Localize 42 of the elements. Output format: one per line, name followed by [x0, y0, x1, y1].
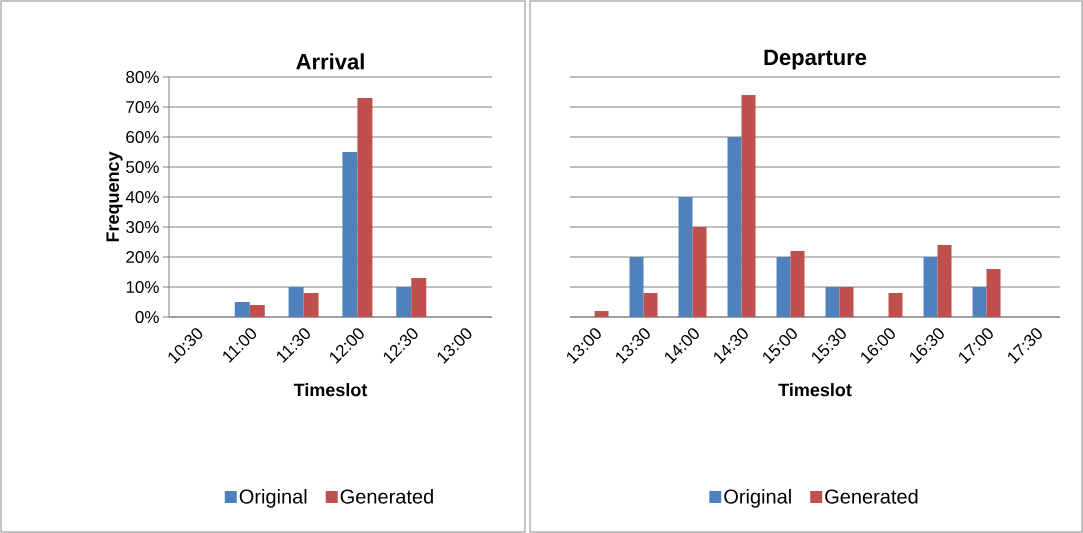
legend-label: Original: [239, 489, 307, 508]
y-tick-label: 10%: [126, 280, 159, 294]
bar: [986, 269, 1001, 317]
bar: [790, 251, 805, 317]
y-tick-label: 70%: [126, 100, 159, 114]
legend-label: Generated: [340, 489, 433, 504]
legend-label: Original: [724, 489, 791, 508]
y-tick-label: 80%: [126, 70, 159, 84]
bar: [741, 95, 756, 317]
y-axis-title: Frequency: [106, 151, 123, 242]
bar: [937, 245, 952, 317]
legend-label: Generated: [825, 489, 918, 504]
bar: [357, 98, 373, 317]
bar: [411, 278, 427, 317]
bar: [825, 287, 840, 317]
bar: [396, 287, 412, 317]
chart-title: Departure: [764, 49, 867, 70]
bar: [727, 137, 742, 317]
bar: [839, 287, 854, 317]
bar: [234, 302, 250, 317]
y-tick-label: 30%: [126, 220, 159, 234]
bar: [594, 311, 609, 317]
bar: [249, 305, 265, 317]
x-axis-title: Timeslot: [293, 383, 368, 397]
x-axis-title: Timeslot: [778, 383, 852, 397]
y-tick-label: 40%: [125, 190, 159, 204]
bar: [678, 197, 693, 317]
chart-title: Arrival: [296, 53, 364, 70]
y-tick-label: 60%: [126, 130, 159, 144]
bar: [776, 257, 791, 317]
bar: [692, 227, 707, 317]
bar: [888, 293, 903, 317]
bar: [923, 257, 938, 317]
bar: [972, 287, 987, 317]
bar: [342, 152, 358, 317]
y-tick-label: 50%: [126, 160, 159, 174]
y-tick-label: 20%: [126, 250, 159, 264]
y-tick-label: 0%: [135, 310, 159, 324]
bar: [643, 293, 658, 317]
bar: [629, 257, 644, 317]
bar: [303, 293, 319, 317]
bar: [288, 287, 304, 317]
